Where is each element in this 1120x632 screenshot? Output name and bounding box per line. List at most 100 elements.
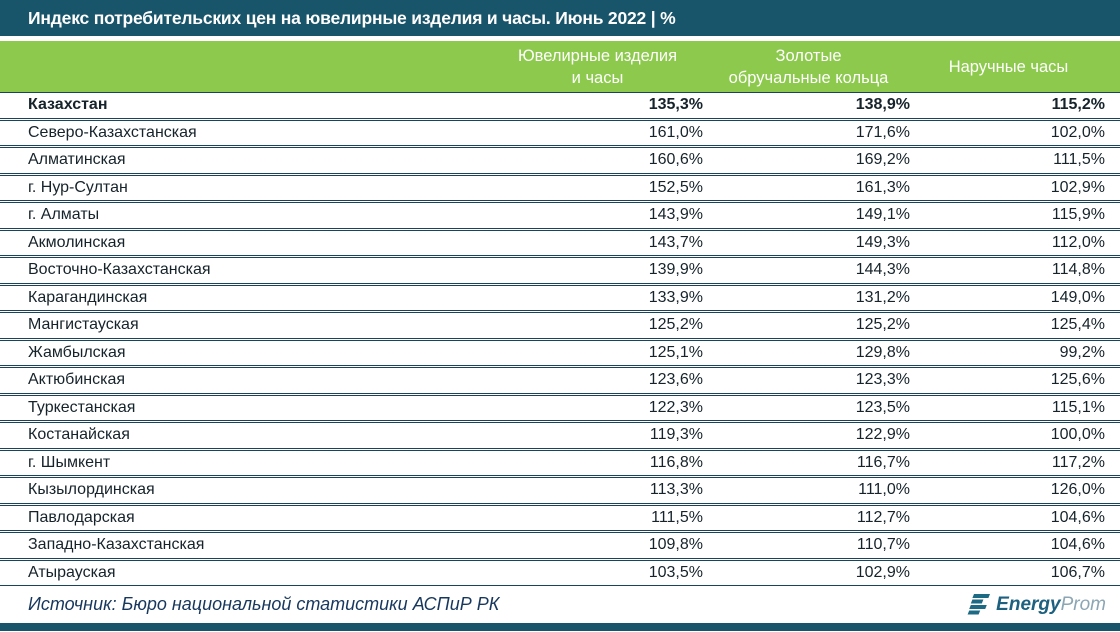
table-row: г. Шымкент 116,8% 116,7% 117,2% xyxy=(0,449,1120,476)
value-cell: 149,0% xyxy=(1050,288,1105,306)
value-cell: 126,0% xyxy=(1050,481,1105,499)
footer: Источник: Бюро национальной статистики А… xyxy=(0,586,1120,623)
table-row: Кызылординская 113,3% 111,0% 126,0% xyxy=(0,477,1120,504)
value-cell: 129,8% xyxy=(855,343,910,361)
column-header-line: Ювелирные изделия xyxy=(517,46,678,65)
column-header-region-blank xyxy=(0,41,490,92)
table-row: Северо-Казахстанская 161,0% 171,6% 102,0… xyxy=(0,119,1120,146)
value-cell: 144,3% xyxy=(855,261,910,279)
value-cell: 109,8% xyxy=(648,536,703,554)
energyprom-logo: EnergyProm xyxy=(966,594,1106,616)
value-cell: 160,6% xyxy=(648,151,703,169)
region-cell: Костанайская xyxy=(28,426,130,444)
value-cell: 149,3% xyxy=(855,233,910,251)
value-cell: 122,3% xyxy=(648,398,703,416)
value-cell: 125,2% xyxy=(855,316,910,334)
value-cell: 125,2% xyxy=(648,316,703,334)
value-cell: 111,0% xyxy=(858,481,910,499)
table-row: г. Алматы 143,9% 149,1% 115,9% xyxy=(0,202,1120,229)
value-cell: 125,6% xyxy=(1050,371,1105,389)
value-cell: 112,7% xyxy=(856,508,910,526)
table-row: Костанайская 119,3% 122,9% 100,0% xyxy=(0,422,1120,449)
table-row: Западно-Казахстанская 109,8% 110,7% 104,… xyxy=(0,532,1120,559)
value-cell: 112,0% xyxy=(1051,233,1105,251)
region-cell: Павлодарская xyxy=(28,508,135,526)
bottom-bar xyxy=(0,623,1120,631)
value-cell: 115,1% xyxy=(1051,398,1105,416)
value-cell: 116,7% xyxy=(856,453,910,471)
table-row-kazakhstan-total: Казахстан 135,3% 138,9% 115,2% xyxy=(0,92,1120,119)
region-cell: Восточно-Казахстанская xyxy=(28,261,211,279)
region-cell: Жамбылская xyxy=(28,343,126,361)
table-row: Павлодарская 111,5% 112,7% 104,6% xyxy=(0,504,1120,531)
table-row: Алматинская 160,6% 169,2% 111,5% xyxy=(0,147,1120,174)
value-cell: 122,9% xyxy=(855,426,910,444)
table-row: Атырауская 103,5% 102,9% 106,7% xyxy=(0,559,1120,586)
value-cell: 102,9% xyxy=(1050,178,1105,196)
table-row: Мангистауская 125,2% 125,2% 125,4% xyxy=(0,312,1120,339)
table-row: Жамбылская 125,1% 129,8% 99,2% xyxy=(0,339,1120,366)
brand-text-prom: Prom xyxy=(1060,593,1106,615)
region-cell: Западно-Казахстанская xyxy=(28,536,205,554)
region-cell: Актюбинская xyxy=(28,371,126,389)
value-cell: 99,2% xyxy=(1059,343,1105,361)
value-cell: 119,3% xyxy=(649,426,703,444)
table-row: г. Нур-Султан 152,5% 161,3% 102,9% xyxy=(0,174,1120,201)
region-cell: г. Шымкент xyxy=(28,453,111,471)
source-note: Источник: Бюро национальной статистики А… xyxy=(28,594,500,614)
value-cell: 113,3% xyxy=(649,481,703,499)
value-cell: 171,6% xyxy=(855,123,910,141)
region-cell: Акмолинская xyxy=(28,233,126,251)
column-header-wrist-watches: Наручные часы xyxy=(912,41,1120,92)
brand-text: EnergyProm xyxy=(996,594,1106,616)
value-cell: 111,5% xyxy=(651,508,703,526)
table-body: Казахстан 135,3% 138,9% 115,2% Северо-Ка… xyxy=(0,92,1120,586)
value-cell: 169,2% xyxy=(855,151,910,169)
page-title: Индекс потребительских цен на ювелирные … xyxy=(28,7,676,28)
value-cell: 116,8% xyxy=(649,453,703,471)
value-cell: 106,7% xyxy=(1050,563,1105,581)
value-cell: 125,4% xyxy=(1050,316,1105,334)
value-cell: 125,1% xyxy=(648,343,703,361)
value-cell: 131,2% xyxy=(855,288,910,306)
value-cell: 152,5% xyxy=(648,178,703,196)
value-cell: 123,5% xyxy=(855,398,910,416)
region-cell: Карагандинская xyxy=(28,288,148,306)
value-cell: 161,3% xyxy=(855,178,910,196)
title-bar: Индекс потребительских цен на ювелирные … xyxy=(0,0,1120,36)
column-header-jewelry-and-watches: Ювелирные изделия и часы xyxy=(490,41,705,92)
column-header-line: и часы xyxy=(571,68,624,87)
region-cell: Казахстан xyxy=(28,96,108,114)
value-cell: 143,7% xyxy=(648,233,703,251)
title-separator xyxy=(0,36,1120,41)
table-row: Акмолинская 143,7% 149,3% 112,0% xyxy=(0,229,1120,256)
value-cell: 111,5% xyxy=(1053,151,1105,169)
value-cell: 135,3% xyxy=(648,96,703,114)
column-header-gold-wedding-rings: Золотые обручальные кольца xyxy=(705,41,912,92)
value-cell: 139,9% xyxy=(648,261,703,279)
value-cell: 100,0% xyxy=(1050,426,1105,444)
region-cell: Туркестанская xyxy=(28,398,136,416)
table-row: Актюбинская 123,6% 123,3% 125,6% xyxy=(0,367,1120,394)
value-cell: 117,2% xyxy=(1051,453,1105,471)
region-cell: Северо-Казахстанская xyxy=(28,123,197,141)
column-header-line: обручальные кольца xyxy=(728,68,889,87)
table-row: Карагандинская 133,9% 131,2% 149,0% xyxy=(0,284,1120,311)
brand-text-energy: Energy xyxy=(996,593,1061,615)
value-cell: 102,0% xyxy=(1050,123,1105,141)
column-header-line: Наручные часы xyxy=(948,57,1069,76)
column-header-line: Золотые xyxy=(775,46,842,65)
value-cell: 110,7% xyxy=(856,536,910,554)
value-cell: 102,9% xyxy=(855,563,910,581)
value-cell: 123,3% xyxy=(855,371,910,389)
value-cell: 143,9% xyxy=(648,206,703,224)
value-cell: 133,9% xyxy=(648,288,703,306)
value-cell: 149,1% xyxy=(855,206,910,224)
energyprom-logo-icon xyxy=(967,594,991,615)
table-row: Туркестанская 122,3% 123,5% 115,1% xyxy=(0,394,1120,421)
region-cell: г. Нур-Султан xyxy=(28,178,128,196)
region-cell: Атырауская xyxy=(28,563,116,581)
value-cell: 104,6% xyxy=(1050,508,1105,526)
value-cell: 115,9% xyxy=(1051,206,1105,224)
value-cell: 161,0% xyxy=(648,123,703,141)
